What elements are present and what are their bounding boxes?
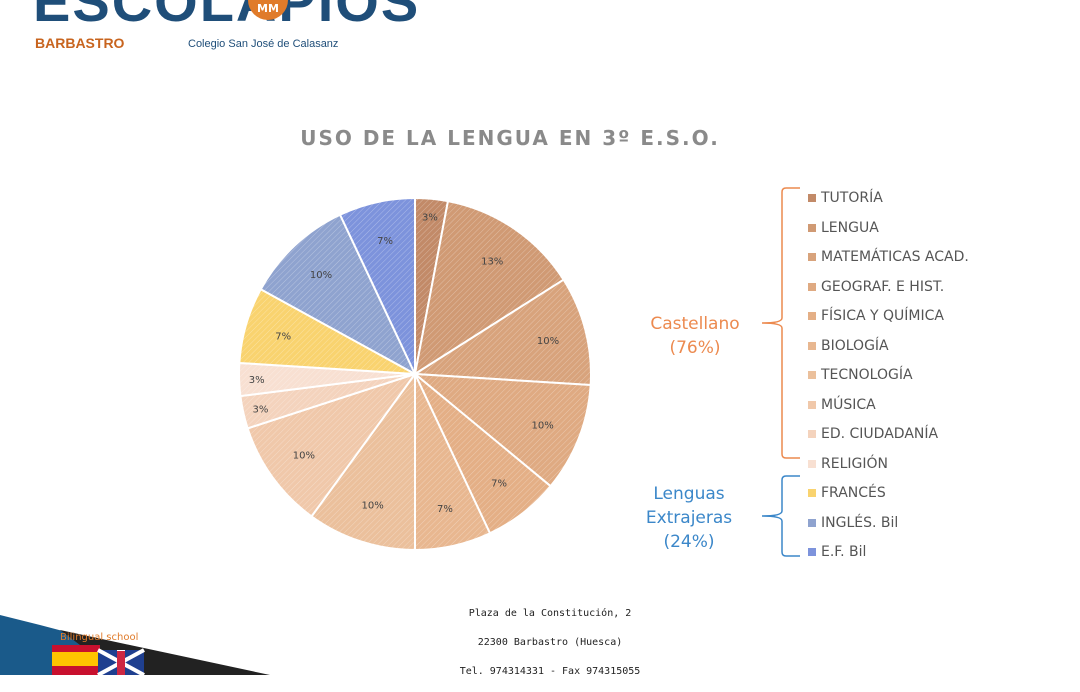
legend-label: FRANCÉS (821, 485, 886, 501)
legend-swatch (808, 312, 816, 320)
pie-slice-texture-ed-ciudadania (240, 374, 415, 429)
lenguas-extrajeras-bracket (761, 475, 800, 557)
legend-swatch (808, 194, 816, 202)
legend-label: TUTORÍA (821, 190, 883, 206)
data-label-matematicas-acad: 10% (537, 336, 559, 347)
legend-swatch (808, 459, 816, 468)
pie-slice-texture-religion (239, 362, 415, 397)
corner-decoration: Bilingual school (0, 615, 270, 675)
legend-item-musica: MÚSICA (808, 395, 876, 415)
legend-label: RELIGIÓN (821, 455, 888, 472)
legend-item-geograf-e-hist: GEOGRAF. E HIST. (808, 277, 944, 297)
pie-slice-texture-ingles-bil (260, 214, 415, 374)
pie-slice-texture-geograf-e-hist (415, 374, 591, 487)
corner-tagline: Bilingual school (60, 632, 138, 643)
legend-swatch (808, 371, 816, 379)
lenguas-extrajeras-group-label-line: (24%) (663, 532, 715, 552)
footer-contact: Plaza de la Constitución, 2 22300 Barbas… (380, 605, 720, 692)
pie-slice-texture-musica (247, 374, 415, 517)
legend-swatch (808, 253, 816, 261)
logo-badge: MM (248, 0, 288, 20)
data-label-frances: 7% (275, 332, 291, 343)
legend-item-tecnologia: TECNOLOGÍA (808, 365, 913, 385)
legend-item-tutoria: TUTORÍA (808, 188, 883, 208)
legend-swatch (808, 489, 816, 497)
pie-slice-texture-matematicas-acad (415, 279, 591, 386)
castellano-group-label: Castellano (76%) (635, 312, 755, 360)
legend-label: FÍSICA Y QUÍMICA (821, 308, 944, 324)
lenguas-extrajeras-group-label-line: Lenguas (653, 484, 725, 504)
legend-label: E.F. Bil (821, 544, 867, 560)
data-label-lengua: 13% (481, 257, 503, 268)
data-label-fisica-y-quimica: 7% (491, 479, 507, 490)
uk-flag-icon (97, 648, 145, 675)
pie-slice-texture-biologia (415, 374, 490, 550)
pie-slice-texture-tecnologia (311, 374, 415, 550)
data-label-geograf-e-hist: 10% (531, 421, 553, 432)
legend-label: TECNOLOGÍA (821, 367, 913, 383)
pie-slice-texture-e-f-bil (340, 198, 415, 374)
legend-item-biologia: BIOLOGÍA (808, 336, 889, 356)
legend-item-matematicas-acad: MATEMÁTICAS ACAD. (808, 247, 969, 267)
legend-swatch (808, 518, 816, 527)
legend-label: MATEMÁTICAS ACAD. (821, 249, 969, 265)
legend-item-frances: FRANCÉS (808, 483, 886, 503)
legend-item-ed-ciudadania: ED. CIUDADANÍA (808, 424, 938, 444)
legend-item-lengua: LENGUA (808, 218, 879, 238)
legend-swatch (808, 400, 816, 409)
legend-swatch (808, 341, 816, 350)
data-label-ed-ciudadania: 3% (252, 405, 268, 416)
data-label-tutoria: 3% (422, 212, 438, 223)
data-label-musica: 10% (293, 451, 315, 462)
legend-item-e-f-bil: E.F. Bil (808, 542, 866, 562)
legend-item-ingles-bil: INGLÉS. Bil (808, 513, 898, 533)
legend-swatch (808, 430, 816, 438)
castellano-group-label-line: (76%) (669, 338, 721, 358)
school-logo: ESCOLAPIOS MM BARBASTRO Colegio San José… (0, 0, 418, 70)
legend-swatch (808, 223, 816, 232)
castellano-bracket (761, 187, 800, 459)
legend-label: BIOLOGÍA (821, 337, 889, 354)
footer-city: 22300 Barbastro (Huesca) (477, 637, 623, 648)
logo-school-name: Colegio San José de Calasanz (188, 38, 339, 50)
chart-title: USO DE LA LENGUA EN 3º E.S.O. (300, 126, 720, 150)
legend-swatch (808, 548, 816, 556)
data-label-religion: 3% (249, 375, 265, 386)
footer-phone: Tel. 974314331 - Fax 974315055 (459, 666, 641, 677)
lenguas-extrajeras-group-label-line: Extrajeras (645, 508, 733, 528)
legend-item-religion: RELIGIÓN (808, 454, 888, 474)
legend-label: GEOGRAF. E HIST. (821, 278, 945, 295)
data-label-ingles-bil: 10% (310, 270, 332, 281)
legend-label: ED. CIUDADANÍA (821, 426, 939, 442)
pie-slice-texture-fisica-y-quimica (415, 374, 551, 534)
data-label-e-f-bil: 7% (377, 236, 393, 247)
legend-label: LENGUA (821, 219, 879, 236)
data-label-tecnologia: 10% (361, 501, 383, 512)
lenguas-extrajeras-group-label: Lenguas Extrajeras (24%) (629, 482, 749, 554)
footer-address: Plaza de la Constitución, 2 (468, 608, 632, 619)
legend-label: MÚSICA (821, 396, 876, 413)
logo-wordmark: ESCOLAPIOS (33, 0, 421, 33)
data-label-biologia: 7% (437, 504, 453, 515)
spain-flag-icon (52, 645, 100, 675)
logo-city: BARBASTRO (35, 35, 125, 51)
castellano-group-label-line: Castellano (650, 314, 740, 334)
legend-label: INGLÉS. Bil (821, 514, 899, 531)
pie-chart: 3% 13% 10% 10% 7% 7% 10% 10% 3% 3% 7% 10% 7% (238, 187, 800, 557)
pie-slice-texture-lengua (415, 201, 564, 374)
pie-slice-texture-frances (239, 289, 415, 374)
legend-swatch (808, 282, 816, 291)
legend-item-fisica-y-quimica: FÍSICA Y QUÍMICA (808, 306, 944, 326)
